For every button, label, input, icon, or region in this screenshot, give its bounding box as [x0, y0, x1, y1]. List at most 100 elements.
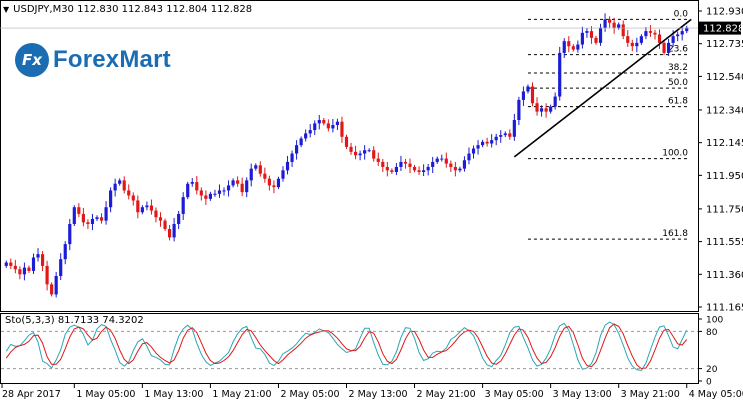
candle	[508, 129, 512, 140]
candle	[426, 163, 430, 176]
candle-body	[190, 182, 194, 184]
candle	[648, 25, 653, 37]
candle	[9, 258, 13, 269]
candle-body	[226, 185, 231, 191]
candle	[626, 30, 630, 47]
candle	[503, 131, 507, 138]
candle-body	[99, 217, 104, 221]
time-tick-label: 1 May 05:00	[76, 389, 135, 400]
candle-body	[245, 180, 249, 193]
candle	[580, 26, 584, 49]
candle	[313, 120, 317, 136]
candle-body	[236, 180, 240, 184]
time-tick-label: 3 May 13:00	[553, 389, 612, 400]
price-tick-label: 112.340	[706, 105, 743, 116]
candle-body	[412, 166, 417, 171]
candle-body	[444, 158, 448, 164]
candle	[349, 142, 353, 155]
collapse-triangle-icon[interactable]: ▼	[3, 5, 10, 14]
candle	[512, 113, 516, 141]
candle-body	[267, 178, 271, 186]
candle	[344, 134, 349, 149]
current-price-badge: 112.828	[0, 21, 743, 35]
candle-body	[322, 120, 326, 124]
time-tick-label: 3 May 05:00	[485, 389, 544, 400]
candle	[458, 166, 462, 173]
candle	[549, 104, 553, 114]
candle	[199, 187, 203, 201]
candle-body	[644, 31, 648, 37]
candle	[481, 139, 485, 148]
candle	[54, 271, 58, 298]
candle-body	[177, 213, 181, 224]
candle	[435, 156, 439, 164]
candle-body	[13, 265, 17, 270]
price-tick-label: 111.555	[706, 237, 743, 248]
candle	[644, 27, 648, 40]
candle	[149, 199, 154, 215]
candle-body	[422, 170, 426, 172]
candle	[272, 180, 276, 194]
candle-body	[181, 197, 185, 214]
candle-body	[131, 195, 135, 201]
candle-body	[549, 106, 553, 112]
candle-body	[113, 183, 117, 191]
candle	[226, 180, 231, 197]
candle	[494, 133, 498, 146]
candle	[22, 262, 27, 281]
candle	[403, 158, 408, 169]
price-panel-frame	[0, 0, 699, 312]
candle	[77, 203, 81, 217]
candle-body	[680, 31, 684, 35]
candle-body	[36, 254, 40, 258]
candle	[258, 161, 262, 177]
candle	[558, 46, 562, 101]
candle-body	[453, 166, 457, 171]
candle	[285, 155, 290, 175]
candle-body	[186, 183, 190, 198]
candle-body	[317, 120, 321, 124]
candle-body	[512, 120, 516, 137]
candle-body	[22, 267, 27, 275]
candle-body	[657, 34, 662, 43]
candle-body	[195, 182, 199, 191]
candle-body	[326, 123, 330, 129]
candle-body	[254, 165, 258, 169]
candle-body	[553, 96, 557, 107]
candle	[240, 177, 244, 197]
candle-body	[290, 153, 294, 162]
candle-body	[431, 161, 435, 167]
candle	[249, 163, 253, 187]
candle	[222, 187, 226, 196]
candle	[40, 251, 45, 271]
candle-body	[617, 24, 621, 28]
candle	[50, 282, 54, 297]
candle	[517, 96, 521, 126]
candle-body	[676, 34, 680, 37]
candle	[109, 187, 113, 213]
candle	[295, 140, 299, 160]
candle-body	[59, 259, 63, 276]
candle	[208, 191, 212, 201]
candle	[281, 166, 285, 182]
candle-body	[353, 151, 358, 156]
candle-body	[63, 244, 67, 260]
time-axis: 28 Apr 2017 1 May 05:00 1 May 13:00 1 May 2…	[1, 384, 743, 400]
candle	[399, 155, 403, 171]
candle-body	[304, 133, 308, 139]
candle-body	[603, 19, 607, 28]
candle	[190, 178, 194, 187]
candle	[485, 137, 489, 147]
candle	[621, 20, 625, 40]
candle	[81, 207, 85, 227]
candle	[521, 86, 526, 106]
stochastic-tick-label: 100	[706, 316, 723, 326]
candle-body	[608, 19, 612, 23]
candle	[680, 26, 684, 41]
candle	[267, 175, 271, 191]
candle-body	[272, 185, 276, 188]
price-tick-label: 111.950	[706, 171, 743, 182]
candle-body	[571, 46, 575, 50]
candle-body	[626, 36, 630, 43]
candle	[666, 38, 671, 56]
